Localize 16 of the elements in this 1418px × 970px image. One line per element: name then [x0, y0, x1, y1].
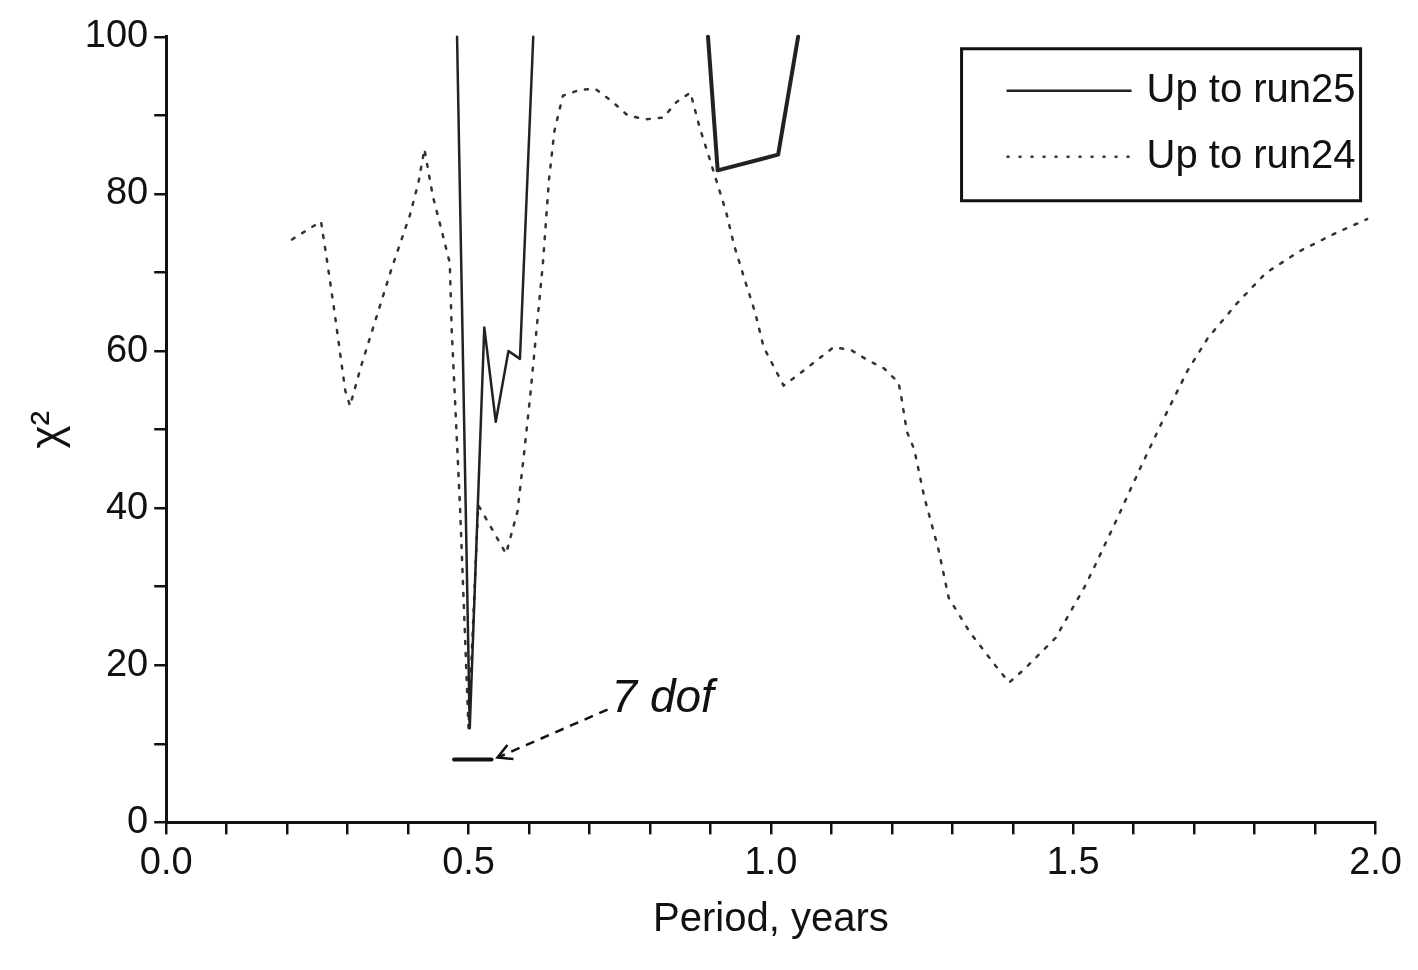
legend-label: Up to run24: [1146, 131, 1356, 176]
x-tick-label: 0.0: [139, 839, 193, 882]
y-tick-label: 20: [105, 641, 149, 684]
y-tick-label: 0: [127, 798, 149, 841]
x-tick-label: 2.0: [1349, 839, 1402, 882]
x-axis-title: Period, years: [653, 895, 889, 940]
x-tick-label: 1.5: [1046, 839, 1100, 882]
annotation: 7 dof: [611, 670, 719, 723]
y-tick-label: 40: [105, 484, 149, 527]
y-tick-label: 60: [105, 327, 149, 370]
x-tick-label: 1.0: [744, 839, 798, 882]
y-tick-label: 80: [105, 170, 149, 213]
y-tick-label: 100: [84, 13, 149, 56]
x-tick-label: 0.5: [442, 839, 495, 882]
legend-label: Up to run25: [1146, 65, 1356, 110]
y-axis-title: χ²: [20, 410, 70, 449]
